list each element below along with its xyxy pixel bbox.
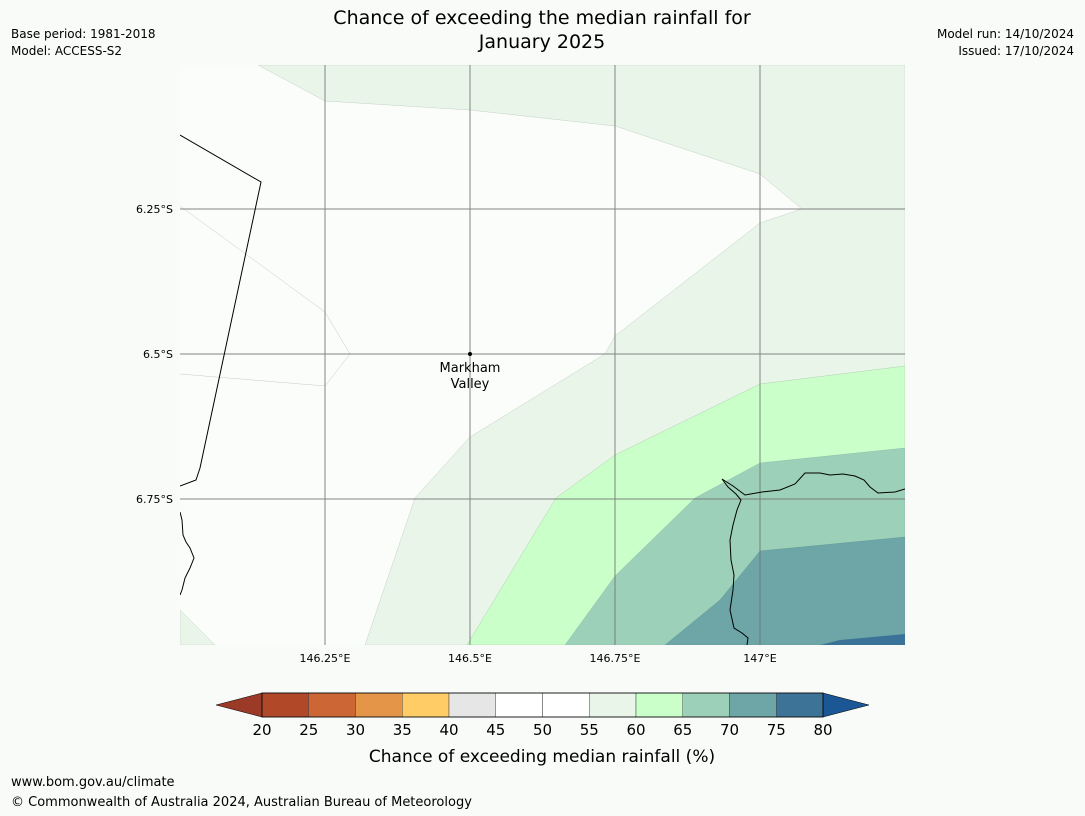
colorbar-cell: [682, 692, 730, 718]
map-title-line2: January 2025: [478, 31, 606, 53]
colorbar-cell: [448, 692, 496, 718]
map-title-line1: Chance of exceeding the median rainfall …: [333, 7, 751, 29]
lon-label-1465: 146.5°E: [448, 652, 492, 665]
lon-label-14675: 146.75°E: [590, 652, 641, 665]
colorbar-ticks: 20 25 30 35 40 45 50 55 60 65 70 75 80: [252, 721, 832, 739]
colorbar-cell: [542, 692, 590, 718]
issued-text: Issued: 17/10/2024: [958, 44, 1074, 58]
colorbar-tick-label: 35: [393, 721, 412, 739]
base-period-text: Base period: 1981-2018: [11, 27, 156, 41]
colorbar-cell: [308, 692, 356, 718]
map-title: Chance of exceeding the median rainfall …: [242, 6, 842, 54]
colorbar-tick-label: 20: [252, 721, 271, 739]
border-line: [180, 134, 262, 487]
footer-url: www.bom.gov.au/climate: [11, 775, 175, 790]
colorbar-tick-label: 80: [813, 721, 832, 739]
model-run-text: Model run: 14/10/2024: [936, 27, 1074, 41]
colorbar-frame: [261, 692, 824, 718]
zone-75-80: [820, 634, 905, 645]
zone-70-75: [664, 536, 905, 645]
colorbar-label: Chance of exceeding median rainfall (%): [369, 747, 715, 767]
colorbar-tick-label: 60: [626, 721, 645, 739]
colorbar-extend-low: [215, 692, 263, 718]
colorbar-cell: [729, 692, 777, 718]
model-text: Model: ACCESS-S2: [11, 44, 123, 58]
colorbar-cell: [355, 692, 403, 718]
colorbar-tick-label: 50: [533, 721, 552, 739]
colorbar-tick-label: 40: [439, 721, 458, 739]
colorbar-tick-label: 30: [346, 721, 365, 739]
colorbar-cell: [776, 692, 824, 718]
meta-left: Base period: 1981-2018 Model: ACCESS-S2: [11, 26, 156, 60]
markham-valley-marker: [468, 352, 472, 356]
lon-label-14625: 146.25°E: [300, 652, 351, 665]
map-area: [180, 65, 905, 645]
place-label-line2: Valley: [451, 377, 490, 392]
colorbar-tick-label: 55: [580, 721, 599, 739]
coastline-east: [721, 472, 905, 645]
lon-label-147: 147°E: [743, 652, 776, 665]
colorbar-cell: [635, 692, 683, 718]
colorbar-cell: [261, 692, 309, 718]
footer-copyright: © Commonwealth of Australia 2024, Austra…: [11, 795, 472, 810]
colorbar-tick-label: 45: [486, 721, 505, 739]
colorbar-extend-high: [822, 692, 870, 718]
colorbar-tick-label: 65: [673, 721, 692, 739]
meta-right: Model run: 14/10/2024 Issued: 17/10/2024: [937, 26, 1074, 60]
colorbar-cell: [402, 692, 450, 718]
colorbar-cell: [495, 692, 543, 718]
lat-label-625: 6.25°S: [136, 203, 173, 216]
colorbar-tick-label: 70: [720, 721, 739, 739]
colorbar-tick-label: 25: [299, 721, 318, 739]
place-label-line1: Markham: [440, 361, 501, 376]
zone-55-60-southwest-corner: [180, 609, 216, 645]
colorbar-cell: [589, 692, 637, 718]
lat-label-675: 6.75°S: [136, 493, 173, 506]
graticule: [180, 65, 905, 645]
colorbar-cells: [261, 692, 824, 718]
colorbar-legend: 20 25 30 35 40 45 50 55 60 65 70 75 80 Chance of exc…: [215, 692, 870, 767]
colorbar-tick-label: 75: [767, 721, 786, 739]
coastline-west: [180, 511, 195, 596]
lat-label-65: 6.5°S: [143, 348, 173, 361]
